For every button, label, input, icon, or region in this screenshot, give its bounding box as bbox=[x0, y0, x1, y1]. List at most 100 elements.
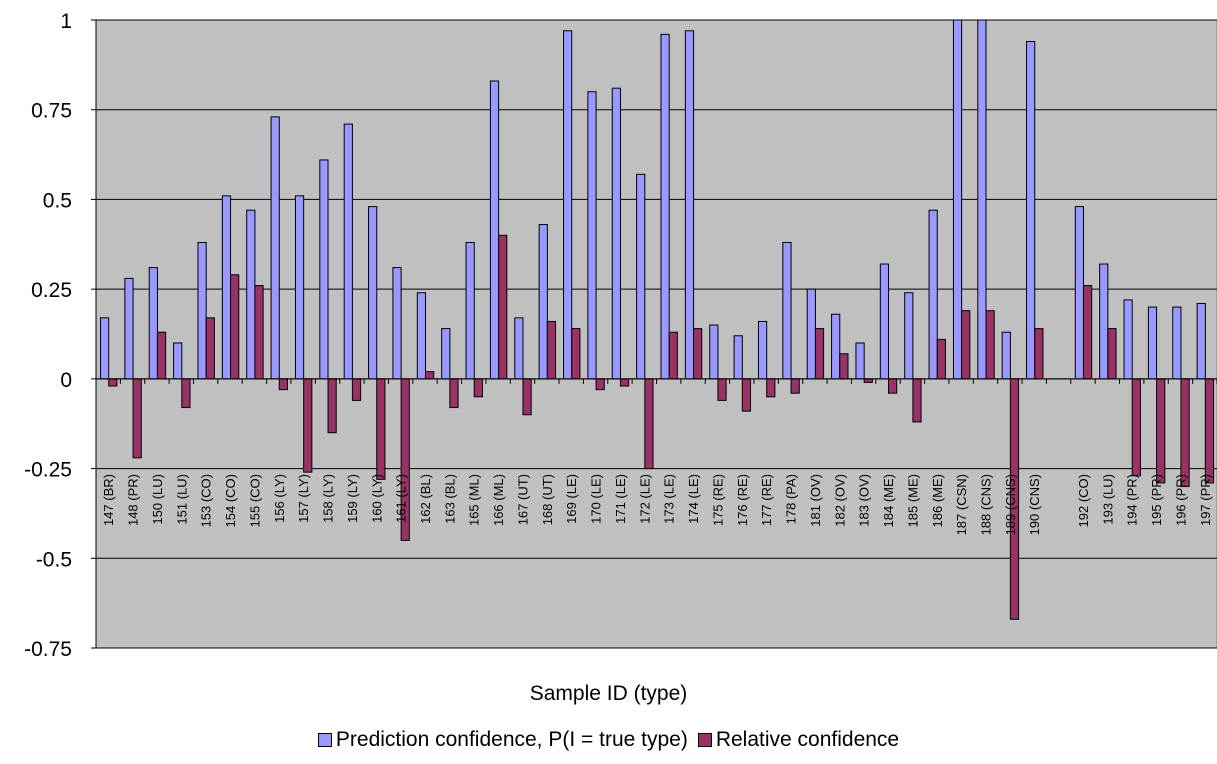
bar-prediction bbox=[294, 195, 305, 380]
legend-item-relative: Relative confidence bbox=[697, 728, 900, 752]
x-tick-label: 172 (LE) bbox=[637, 474, 652, 524]
legend-label-prediction: Prediction confidence, P(I = true type) bbox=[335, 728, 688, 751]
bar-relative bbox=[985, 310, 995, 380]
bar-prediction bbox=[246, 209, 256, 380]
bar-relative bbox=[766, 378, 776, 398]
bar-relative bbox=[595, 378, 605, 391]
bar-relative bbox=[376, 378, 386, 480]
bar-relative bbox=[1156, 378, 1166, 484]
y-tick-label: 0.25 bbox=[31, 279, 72, 302]
bar-prediction bbox=[757, 320, 768, 380]
bar-relative bbox=[888, 378, 898, 394]
x-tick-label: 184 (ME) bbox=[881, 474, 896, 527]
bar-relative bbox=[425, 371, 435, 380]
legend: Prediction confidence, P(I = true type) … bbox=[0, 728, 1217, 752]
y-tick-label: 0.5 bbox=[43, 189, 72, 212]
x-tick-label: 151 (LU) bbox=[174, 474, 189, 525]
x-tick-label: 187 (CSN) bbox=[954, 474, 969, 535]
x-tick-label: 175 (RE) bbox=[710, 474, 725, 526]
bar-relative bbox=[790, 378, 800, 394]
x-tick-label: 147 (BR) bbox=[101, 474, 116, 526]
x-tick-label: 186 (ME) bbox=[930, 474, 945, 527]
bar-prediction bbox=[173, 342, 183, 380]
x-tick-label: 159 (LY) bbox=[345, 474, 360, 523]
plot-area bbox=[95, 19, 1217, 649]
x-tick-label: 192 (CO) bbox=[1076, 474, 1091, 527]
bar-prediction bbox=[904, 292, 914, 380]
bar-prediction bbox=[197, 241, 207, 380]
x-tick-label: 173 (LE) bbox=[662, 474, 677, 524]
bar-relative bbox=[205, 317, 215, 380]
bar-relative bbox=[1131, 378, 1141, 477]
x-tick-label: 196 (PR) bbox=[1173, 474, 1188, 526]
bar-relative bbox=[863, 378, 873, 383]
legend-label-relative: Relative confidence bbox=[715, 728, 900, 751]
bar-prediction bbox=[1074, 206, 1084, 380]
x-tick-label: 190 (CNS) bbox=[1027, 474, 1042, 535]
x-tick-label: 156 (LY) bbox=[272, 474, 287, 523]
bar-prediction bbox=[1172, 306, 1182, 380]
x-tick-label: 162 (BL) bbox=[418, 474, 433, 524]
bar-relative bbox=[230, 274, 240, 380]
bar-prediction bbox=[343, 123, 353, 380]
bar-relative bbox=[181, 378, 191, 409]
x-tick-label: 153 (CO) bbox=[199, 474, 214, 527]
x-tick-label: 181 (OV) bbox=[808, 474, 823, 527]
x-tick-label: 176 (RE) bbox=[735, 474, 750, 526]
x-tick-label: 171 (LE) bbox=[613, 474, 628, 524]
bar-prediction bbox=[221, 195, 232, 380]
bar-relative bbox=[254, 285, 264, 380]
bar-prediction bbox=[368, 206, 378, 380]
x-tick-label: 197 (PR) bbox=[1198, 474, 1213, 526]
x-tick-label: 188 (CNS) bbox=[978, 474, 993, 535]
x-tick-label: 158 (LY) bbox=[321, 474, 336, 523]
bar-prediction bbox=[514, 317, 524, 380]
bar-relative bbox=[498, 234, 508, 380]
bar-relative bbox=[814, 328, 825, 380]
bar-relative bbox=[449, 378, 459, 409]
y-tick-label: -0.25 bbox=[24, 459, 72, 482]
bar-relative bbox=[571, 328, 581, 380]
bar-relative bbox=[546, 320, 557, 380]
x-tick-label: 177 (RE) bbox=[759, 474, 774, 526]
y-tick-label: 0 bbox=[60, 369, 72, 392]
bar-prediction bbox=[148, 267, 158, 380]
bar-prediction bbox=[684, 30, 695, 380]
x-tick-label: 150 (LU) bbox=[150, 474, 165, 525]
x-tick-label: 189 (CNS) bbox=[1003, 474, 1018, 535]
bar-prediction bbox=[636, 173, 646, 380]
bar-prediction bbox=[392, 267, 402, 380]
bar-relative bbox=[619, 378, 630, 387]
legend-item-prediction: Prediction confidence, P(I = true type) bbox=[317, 728, 688, 752]
bar-prediction bbox=[416, 292, 427, 380]
bar-prediction bbox=[465, 241, 475, 380]
bar-relative bbox=[936, 338, 946, 380]
bar-prediction bbox=[831, 313, 841, 380]
x-tick-label: 178 (PA) bbox=[784, 474, 799, 524]
legend-swatch-relative bbox=[697, 733, 712, 747]
bar-relative bbox=[839, 353, 849, 380]
x-tick-label: 166 (ML) bbox=[491, 474, 506, 526]
y-tick-label: 0.75 bbox=[31, 100, 72, 123]
bar-prediction bbox=[1099, 263, 1109, 380]
x-tick-label: 169 (LE) bbox=[564, 474, 579, 524]
bar-prediction bbox=[709, 324, 719, 380]
bar-prediction bbox=[977, 19, 987, 380]
bar-prediction bbox=[538, 224, 548, 380]
bar-prediction bbox=[879, 263, 890, 380]
bar-relative bbox=[717, 378, 727, 401]
bar-prediction bbox=[1147, 306, 1158, 380]
x-tick-label: 168 (UT) bbox=[540, 474, 555, 525]
x-tick-label: 170 (LE) bbox=[589, 474, 604, 524]
bar-relative bbox=[668, 331, 678, 380]
bar-relative bbox=[693, 328, 703, 380]
y-tick-label: 1 bbox=[60, 10, 72, 33]
x-tick-label: 174 (LE) bbox=[686, 474, 701, 524]
x-tick-label: 161 (LY) bbox=[394, 474, 409, 523]
bar-prediction bbox=[1026, 41, 1036, 380]
x-tick-label: 167 (UT) bbox=[515, 474, 530, 525]
bar-prediction bbox=[928, 209, 938, 380]
bar-relative bbox=[1204, 378, 1215, 484]
bar-prediction bbox=[952, 19, 963, 380]
x-tick-label: 193 (LU) bbox=[1100, 474, 1115, 525]
